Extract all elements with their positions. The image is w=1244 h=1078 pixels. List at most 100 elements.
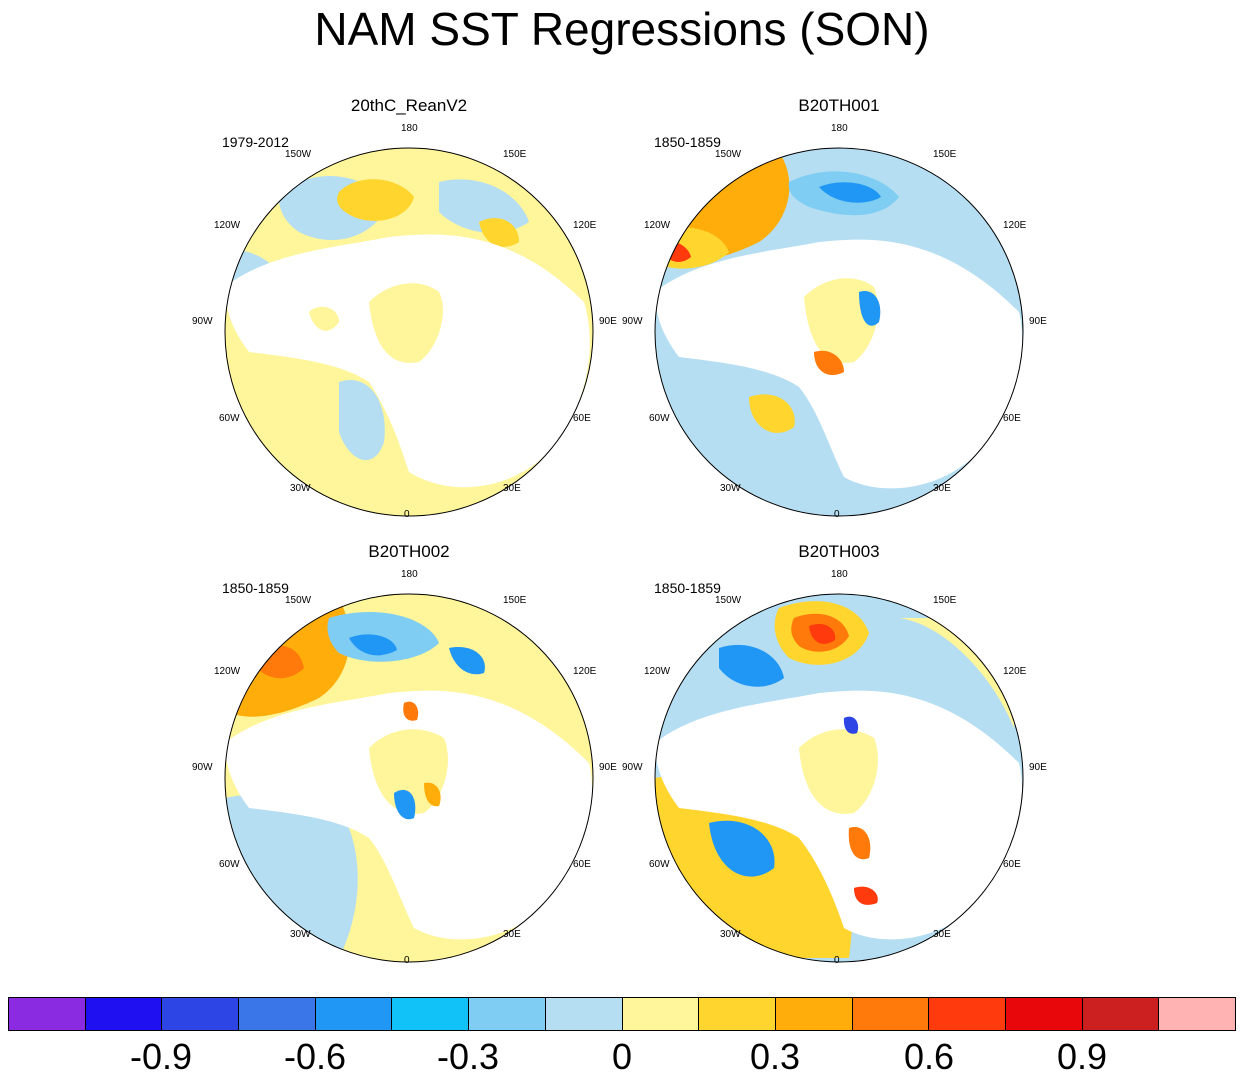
period-label: 1850-1859 [222, 580, 289, 596]
lon-label: 150E [933, 149, 957, 160]
lon-label: 0 [834, 955, 840, 966]
lon-label: 120E [573, 220, 597, 231]
anomaly-pos [814, 350, 844, 376]
anomaly-pos [854, 886, 878, 905]
colorbar-box [315, 998, 393, 1030]
hudson-bay [309, 306, 339, 331]
lon-label: 30W [290, 929, 311, 940]
colorbar-box [545, 998, 623, 1030]
lon-label: 60E [573, 859, 591, 870]
map-panel-3: B20TH002 1850-1859 180 150E 120E 90E 60E… [189, 542, 629, 998]
lon-label: 180 [831, 123, 848, 134]
anomaly-neg [859, 291, 881, 326]
panel-title: 20thC_ReanV2 [350, 96, 468, 115]
lon-label: 30E [503, 483, 521, 494]
lon-label: 30E [933, 929, 951, 940]
colorbar-label: -0.9 [129, 1036, 193, 1077]
main-title: NAM SST Regressions (SON) [314, 3, 930, 55]
lon-label: 150E [503, 149, 527, 160]
anomaly-neg [819, 182, 881, 203]
lon-label: 180 [401, 569, 418, 580]
colorbar-box [1005, 998, 1083, 1030]
anomaly-neg [339, 380, 385, 461]
lon-label: 60W [649, 413, 670, 424]
arctic-sea [799, 729, 878, 814]
anomaly-pos [479, 218, 519, 247]
lon-label: 150W [285, 595, 312, 606]
lon-label: 90E [599, 762, 617, 773]
colorbar-box [239, 998, 316, 1030]
anomaly-neg [439, 179, 529, 233]
lon-label: 0 [834, 509, 840, 520]
polar-map [654, 593, 1024, 963]
anomaly-neg [449, 647, 485, 675]
map-panel-4: B20TH003 1850-1859 180 150E 120E 90E 60E… [619, 542, 1059, 998]
colorbar-box [392, 998, 470, 1030]
colorbar [8, 997, 1236, 1031]
lon-label: 60W [219, 413, 240, 424]
colorbar-box [852, 998, 930, 1030]
lon-label: 150E [933, 595, 957, 606]
colorbar-label: 0.9 [1056, 1036, 1108, 1077]
lon-label: 150W [285, 149, 312, 160]
colorbar-box [9, 998, 86, 1030]
polar-map [224, 147, 594, 517]
anomaly-neg [709, 820, 775, 877]
colorbar-box [929, 998, 1006, 1030]
colorbar-label: 0 [611, 1036, 633, 1077]
colorbar-label: 0.6 [903, 1036, 955, 1077]
lon-label: 0 [404, 955, 410, 966]
lon-label: 120W [644, 220, 671, 231]
lon-label: 120W [214, 220, 241, 231]
lon-label: 120E [1003, 220, 1027, 231]
anomaly-neg [719, 644, 784, 687]
colorbar-box [162, 998, 240, 1030]
lon-label: 60W [219, 859, 240, 870]
lon-label: 120E [1003, 666, 1027, 677]
lon-label: 90E [599, 316, 617, 327]
arctic-sea [369, 283, 443, 363]
lon-label: 90W [622, 762, 643, 773]
lon-label: 90E [1029, 762, 1047, 773]
lon-label: 90W [192, 316, 213, 327]
anomaly-neg [843, 716, 859, 734]
lon-label: 90W [622, 316, 643, 327]
colorbar-box [469, 998, 546, 1030]
anomaly-pos [809, 623, 836, 644]
anomaly-neg [349, 634, 397, 656]
panel-title: B20TH002 [368, 542, 450, 561]
lon-label: 90W [192, 762, 213, 773]
lon-label: 60E [1003, 859, 1021, 870]
lon-label: 180 [831, 569, 848, 580]
lon-label: 120E [573, 666, 597, 677]
lon-label: 150E [503, 595, 527, 606]
lon-label: 30W [720, 483, 741, 494]
period-label: 1979-2012 [222, 134, 289, 150]
anomaly-pos [337, 179, 414, 221]
colorbar-box [622, 998, 700, 1030]
lon-label: 60W [649, 859, 670, 870]
colorbar-box [699, 998, 776, 1030]
lon-label: 60E [573, 413, 591, 424]
lon-label: 120W [644, 666, 671, 677]
lon-label: 150W [715, 595, 742, 606]
panel-title: B20TH003 [798, 542, 880, 561]
colorbar-box [85, 998, 163, 1030]
lon-label: 90E [1029, 316, 1047, 327]
period-label: 1850-1859 [654, 134, 721, 150]
period-label: 1850-1859 [654, 580, 721, 596]
lon-label: 180 [401, 123, 418, 134]
lon-label: 60E [1003, 413, 1021, 424]
lon-label: 30E [503, 929, 521, 940]
anomaly-pos [424, 782, 441, 807]
map-panel-1: 20thC_ReanV2 1979-2012 180 150E 120E 90E… [189, 96, 629, 552]
lon-label: 30W [290, 483, 311, 494]
lon-label: 30W [720, 929, 741, 940]
colorbar-label: -0.6 [283, 1036, 347, 1077]
colorbar-label: 0.3 [749, 1036, 801, 1077]
lon-label: 30E [933, 483, 951, 494]
colorbar-label: -0.3 [436, 1036, 500, 1077]
anomaly-pos [749, 394, 795, 433]
lon-label: 150W [715, 149, 742, 160]
polar-map [654, 147, 1024, 517]
